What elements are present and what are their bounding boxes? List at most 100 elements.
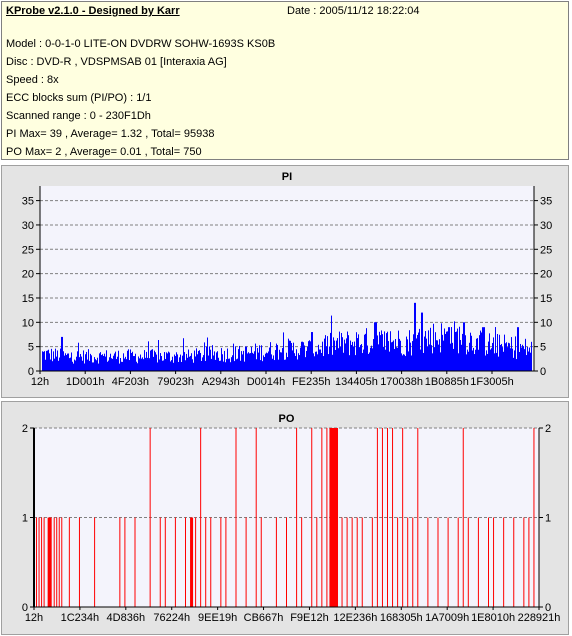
pi-bar — [247, 353, 248, 371]
pi-bar — [148, 341, 149, 371]
pi-bar — [408, 351, 409, 371]
pi-bar — [357, 338, 358, 371]
pi-bar — [513, 357, 514, 371]
pi-bar — [98, 363, 99, 371]
pi-bar — [528, 351, 529, 371]
pi-bar — [446, 331, 447, 371]
pi-bar — [453, 348, 454, 371]
pi-bar — [290, 340, 291, 371]
pi-bar — [53, 351, 54, 371]
pi-bar — [458, 353, 459, 371]
pi-bar — [475, 349, 476, 371]
pi-bar — [466, 354, 467, 371]
pi-bar — [280, 352, 281, 371]
pi-bar — [379, 331, 380, 371]
pi-bar — [59, 357, 60, 371]
pi-bar — [259, 345, 260, 371]
pi-bar — [234, 361, 235, 371]
pi-bar — [370, 347, 371, 371]
pi-bar — [242, 354, 243, 371]
x-tick-label: D0014h — [247, 376, 286, 388]
pi-bar — [258, 352, 259, 371]
pi-bar — [191, 353, 192, 371]
pi-bar — [125, 356, 126, 371]
pi-bar — [121, 361, 122, 371]
pi-bar — [303, 342, 304, 371]
y-tick-label-right: 20 — [540, 269, 552, 281]
pi-bar — [184, 352, 185, 371]
pi-bar — [339, 331, 340, 371]
pi-bar — [378, 344, 379, 371]
pi-bar — [67, 353, 68, 371]
pi-bar — [156, 354, 157, 371]
pi-bar — [52, 361, 53, 371]
pi-bar — [255, 343, 256, 371]
pi-bar — [318, 344, 319, 371]
app-title: KProbe v2.1.0 - Designed by Karr — [6, 5, 180, 17]
pi-bar — [404, 354, 405, 371]
pi-bar — [151, 349, 152, 371]
pi-bar — [95, 359, 96, 371]
pi-bar — [274, 360, 275, 371]
pi-bar — [207, 337, 208, 371]
pi-bar — [442, 334, 443, 371]
x-tick-label: 12h — [25, 612, 43, 624]
pi-bar — [206, 346, 207, 371]
pi-bar — [471, 335, 472, 371]
y-tick-label: 30 — [22, 220, 34, 232]
pi-bar — [397, 347, 398, 371]
pi-bar — [136, 361, 137, 371]
pi-bar — [74, 359, 75, 371]
pi-bar — [113, 355, 114, 371]
pi-bar — [517, 327, 518, 371]
range-line: Scanned range : 0 - 230F1Dh — [6, 110, 151, 122]
pi-chart-panel: 0 0 5 5 10 10 15 15 20 20 25 25 30 30 35 35 12h 1D001h 4F2… — [1, 165, 569, 398]
pi-bar — [130, 349, 131, 371]
pi-bar — [462, 333, 463, 371]
pi-bar — [245, 346, 246, 371]
pi-bar — [209, 346, 210, 371]
pi-bar — [76, 356, 77, 371]
pi-bar — [521, 347, 522, 371]
pi-bar — [261, 345, 262, 371]
pi-bar — [80, 354, 81, 371]
pi-bar — [147, 357, 148, 371]
pi-bar — [149, 358, 150, 371]
pi-bar — [372, 348, 373, 371]
pi-bar — [163, 360, 164, 371]
pi-bar — [198, 350, 199, 371]
pi-bar — [392, 341, 393, 371]
pi-bar — [197, 354, 198, 371]
pi-bar — [400, 340, 401, 371]
pi-bar — [474, 354, 475, 371]
x-tick-label: CB667h — [244, 612, 284, 624]
pi-bar — [166, 352, 167, 371]
pi-bar — [44, 351, 45, 371]
pi-bar — [237, 358, 238, 371]
pi-bar — [434, 347, 435, 371]
pi-bar — [88, 349, 89, 371]
pi-bar — [137, 363, 138, 371]
pi-bar — [211, 358, 212, 371]
pi-bar — [182, 355, 183, 371]
pi-bar — [117, 356, 118, 371]
y-tick-label-right: 15 — [540, 293, 552, 305]
pi-bar — [416, 338, 417, 371]
pi-bar — [341, 332, 342, 371]
pi-bar — [511, 337, 512, 371]
pi-bar — [479, 335, 480, 371]
pi-bar — [481, 332, 482, 371]
pi-bar — [351, 344, 352, 371]
pi-bar — [73, 363, 74, 371]
pi-bar — [257, 348, 258, 371]
pi-bar — [183, 338, 184, 371]
pi-bar — [238, 349, 239, 371]
pi-bar — [336, 340, 337, 371]
pi-bar — [421, 312, 422, 371]
pi-bar — [384, 331, 385, 371]
pi-bar — [366, 328, 367, 371]
pi-bar — [56, 356, 57, 371]
y-tick-label: 1 — [22, 513, 28, 525]
disc-line: Disc : DVD-R , VDSPMSAB 01 [Interaxia AG… — [6, 56, 227, 68]
pi-bar — [391, 342, 392, 371]
